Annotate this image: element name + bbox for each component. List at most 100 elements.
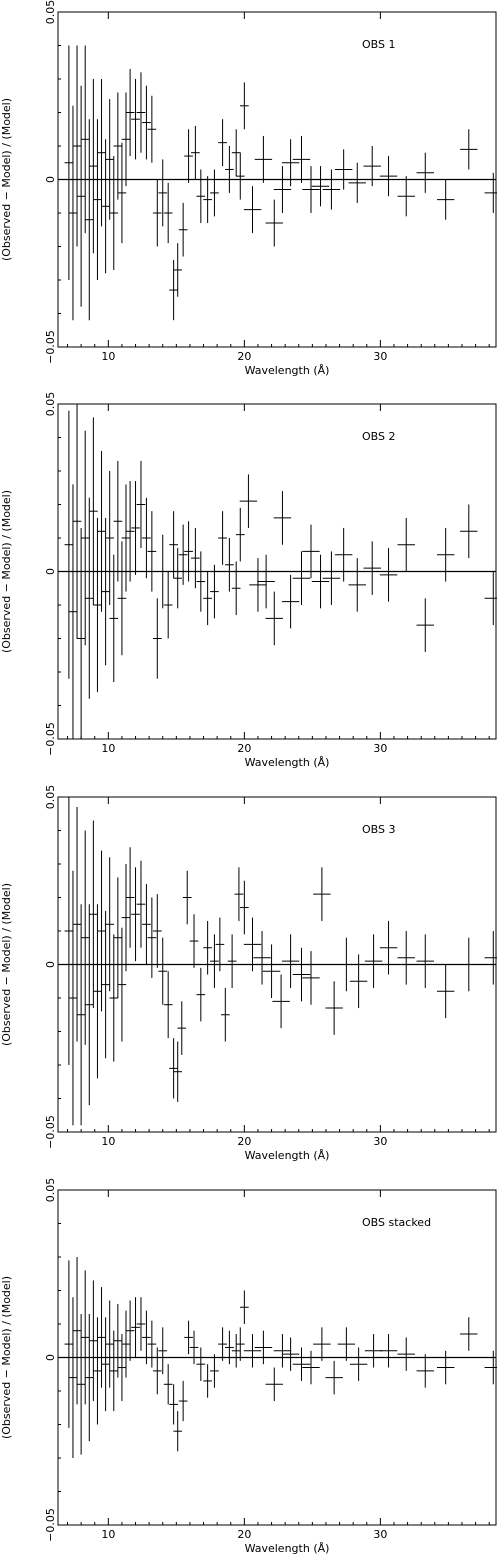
data-point [231,1334,241,1368]
data-point [337,937,356,992]
data-point [189,1330,199,1365]
data-point [416,152,434,193]
data-point [292,135,311,183]
data-point [93,1317,102,1425]
y-axis-label: (Observed − Model) / (Model) [0,490,13,653]
y-axis-label: (Observed − Model) / (Model) [0,98,13,261]
data-point [125,847,135,948]
data-point [97,850,106,1012]
data-point [281,139,300,187]
data-point [235,152,245,200]
y-axis-label: (Observed − Model) / (Model) [0,883,13,1046]
data-point [68,870,78,1126]
data-point [243,186,262,234]
x-tick-label: 20 [237,742,251,755]
data-point [234,867,244,921]
data-point [313,1327,331,1361]
y-tick-label: 0.05 [44,785,57,810]
x-tick-label: 30 [373,742,387,755]
data-point [173,1041,183,1102]
data-point [89,820,98,1009]
data-point [136,72,146,153]
data-point [158,937,168,1005]
data-point [484,931,497,985]
data-point [281,574,300,629]
data-point [173,243,183,297]
data-point [218,119,227,167]
data-point [131,1297,140,1358]
data-point [484,172,497,213]
data-point [262,944,281,998]
data-point [265,199,283,247]
data-point [64,410,74,679]
data-point [64,1260,74,1428]
data-point [169,511,178,579]
data-point [249,558,267,612]
data-point [189,914,199,968]
data-point [72,45,82,247]
data-point [136,460,146,549]
x-tick-label: 10 [101,742,115,755]
data-point [117,541,127,656]
y-tick-label: −0.05 [44,1115,57,1149]
data-point [203,1364,212,1398]
data-point [460,937,478,992]
data-point [311,554,330,609]
data-point [379,548,398,602]
y-tick-label: 0 [44,1354,57,1361]
data-point [121,484,131,592]
data-point [109,554,119,683]
data-point [313,867,331,921]
data-point [302,951,320,1005]
data-point [281,934,300,988]
data-point [302,524,320,579]
data-point [105,471,115,605]
data-point [84,497,94,699]
data-point [72,404,82,639]
y-tick-label: −0.05 [44,722,57,756]
data-point [101,139,110,274]
data-point [147,897,157,978]
data-point [178,524,188,585]
x-tick-label: 30 [373,350,387,363]
data-point [125,1300,135,1361]
data-point [109,156,119,270]
data-point [325,1360,343,1395]
data-point [173,548,183,609]
data-point [84,904,94,1106]
y-tick-label: 0.05 [44,1178,57,1203]
data-point [184,129,193,183]
data-point [349,954,368,1009]
panel-label: OBS 2 [362,430,396,443]
data-point [142,884,151,965]
data-point [225,146,234,193]
data-point [169,259,178,321]
data-point [379,156,398,197]
y-tick-label: −0.05 [44,330,57,364]
data-point [76,85,86,307]
data-point [334,149,353,190]
x-axis-label: Wavelength (Å) [245,1542,330,1555]
data-point [191,125,200,180]
panel-label: OBS stacked [362,1216,431,1229]
data-point [97,1287,106,1388]
data-point [89,79,98,254]
data-point [292,1347,311,1381]
data-point [203,176,212,224]
data-point [203,571,212,626]
data-point [416,598,434,652]
data-point [243,1334,262,1368]
data-point [105,857,115,992]
panel-label: OBS 1 [362,38,396,51]
data-point [113,1303,123,1378]
data-point [196,1347,206,1381]
data-point [460,504,478,559]
data-point [158,1327,168,1375]
y-tick-label: 0.05 [44,392,57,417]
data-point [191,527,200,589]
data-point [348,558,366,612]
data-point [272,974,290,1029]
data-point [147,1320,157,1368]
data-point [397,176,415,217]
data-point [109,934,119,1062]
